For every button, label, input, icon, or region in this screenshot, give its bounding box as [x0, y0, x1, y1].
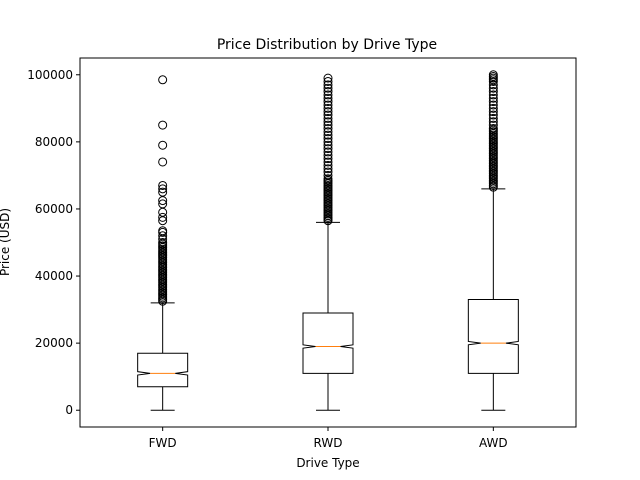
x-tick-label: FWD	[149, 436, 177, 450]
outlier-point	[158, 75, 168, 85]
outlier-point	[323, 100, 333, 110]
y-tick-label: 0	[65, 403, 73, 417]
outlier-point	[323, 167, 333, 177]
outlier-point	[488, 120, 498, 130]
plot-area	[137, 70, 519, 411]
outlier-point	[323, 154, 333, 164]
x-tick-label: AWD	[479, 436, 508, 450]
y-tick-label: 60000	[35, 202, 73, 216]
outlier-point	[488, 70, 498, 80]
chart-title: Price Distribution by Drive Type	[217, 37, 437, 53]
outlier-point	[323, 157, 333, 167]
outlier-point	[488, 110, 498, 120]
outlier-point	[488, 107, 498, 117]
outlier-point	[323, 107, 333, 117]
y-tick-label: 20000	[35, 336, 73, 350]
outlier-point	[488, 87, 498, 97]
outlier-point	[158, 226, 168, 236]
outlier-point	[323, 144, 333, 154]
outlier-point	[323, 134, 333, 144]
outlier-point	[158, 180, 168, 190]
outlier-point	[488, 113, 498, 123]
outlier-point	[323, 140, 333, 150]
outlier-point	[158, 212, 168, 222]
outlier-point	[488, 97, 498, 107]
outlier-point	[488, 117, 498, 127]
outlier-point	[323, 174, 333, 184]
box-group	[137, 75, 189, 411]
outlier-point	[323, 103, 333, 113]
x-axis-label: Drive Type	[296, 456, 359, 470]
box-body	[467, 299, 519, 374]
outlier-point	[323, 83, 333, 93]
outlier-point	[158, 231, 168, 241]
y-tick-label: 100000	[27, 68, 73, 82]
outlier-point	[323, 123, 333, 133]
outlier-point	[323, 93, 333, 103]
outlier-point	[323, 110, 333, 120]
outlier-point	[323, 87, 333, 97]
outlier-point	[323, 73, 333, 83]
outlier-point	[323, 170, 333, 180]
outlier-point	[488, 103, 498, 113]
outlier-point	[488, 90, 498, 100]
y-tick-label: 80000	[35, 135, 73, 149]
outlier-point	[158, 187, 168, 197]
outlier-point	[323, 127, 333, 137]
outlier-point	[488, 100, 498, 110]
x-tick-label: RWD	[314, 436, 343, 450]
y-tick-label: 40000	[35, 269, 73, 283]
outlier-point	[323, 164, 333, 174]
box-group	[467, 70, 519, 411]
outlier-point	[158, 199, 168, 209]
outlier-point	[323, 120, 333, 130]
outlier-point	[323, 137, 333, 147]
outlier-point	[158, 157, 168, 167]
outlier-point	[488, 123, 498, 133]
outlier-point	[158, 184, 168, 194]
outlier-point	[323, 113, 333, 123]
outlier-point	[158, 120, 168, 130]
outlier-point	[323, 150, 333, 160]
outlier-point	[158, 140, 168, 150]
outlier-point	[323, 90, 333, 100]
outlier-point	[323, 76, 333, 86]
outlier-point	[323, 147, 333, 157]
outlier-point	[488, 93, 498, 103]
outlier-point	[158, 207, 168, 217]
y-axis-label: Price (USD)	[0, 208, 12, 276]
box-body	[302, 312, 354, 374]
box-group	[302, 73, 354, 411]
outlier-point	[323, 160, 333, 170]
outlier-point	[323, 80, 333, 90]
outlier-point	[323, 97, 333, 107]
outlier-point	[323, 130, 333, 140]
outlier-point	[158, 238, 168, 247]
outlier-point	[323, 117, 333, 127]
box-body	[137, 352, 189, 388]
